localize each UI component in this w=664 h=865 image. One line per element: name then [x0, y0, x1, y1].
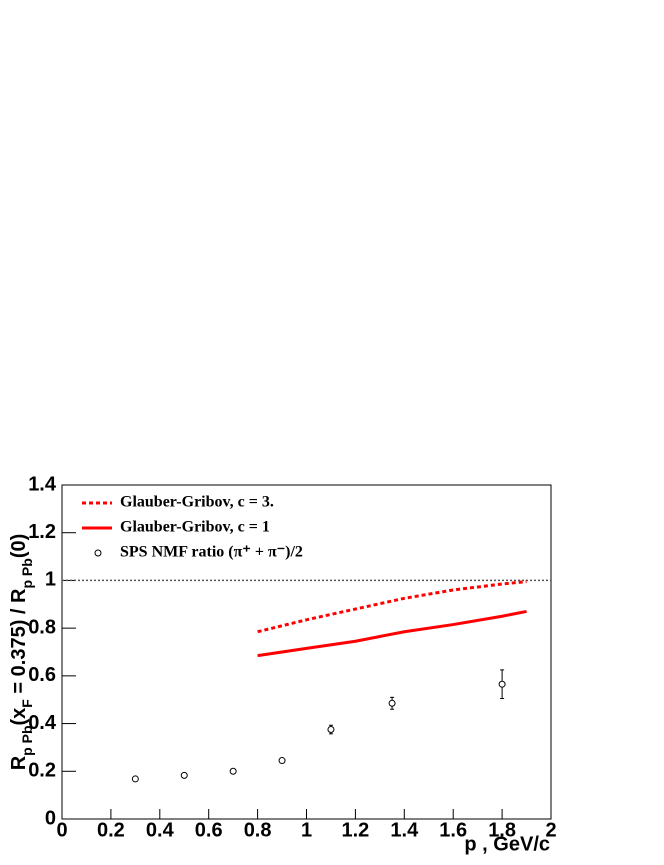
x-tick-label: 0 [56, 819, 67, 841]
x-tick-label: 1 [301, 819, 312, 841]
y-label-part: R [8, 755, 30, 770]
y-label-part: p Pb [19, 725, 35, 755]
y-label-part: (0) [8, 534, 30, 558]
y-axis-label: Rp Pb(xF = 0.375) / Rp Pb(0) [8, 534, 34, 771]
x-tick-label: 1.4 [390, 819, 419, 841]
y-tick-label: 0.4 [28, 712, 57, 734]
y-label-part: F [19, 699, 35, 708]
x-tick-label: 0.4 [146, 819, 175, 841]
x-tick-label: 0.6 [195, 819, 223, 841]
x-tick-label: 0.8 [244, 819, 272, 841]
legend-label: Glauber-Gribov, c = 3. [120, 494, 274, 511]
data-point [229, 767, 237, 775]
x-tick-label: 0.2 [97, 819, 125, 841]
curve [257, 609, 527, 658]
curve [257, 580, 527, 634]
y-tick-label: 1 [45, 569, 56, 591]
y-tick-label: 1.2 [28, 521, 56, 543]
y-label-part: = 0.375) / R [8, 588, 30, 699]
y-tick-label: 0.8 [28, 616, 56, 638]
x-tick-label: 2 [545, 819, 556, 841]
y-label-part: p Pb [19, 558, 35, 588]
y-tick-label: 0.2 [28, 760, 56, 782]
x-tick-label: 1.2 [341, 819, 369, 841]
data-point [278, 757, 286, 765]
x-axis-label: p , GeV/c [464, 833, 550, 855]
data-point [388, 699, 396, 707]
y-tick-label: 0.6 [28, 664, 56, 686]
data-point [131, 775, 139, 783]
x-tick-label: 1.8 [488, 819, 516, 841]
data-point [498, 680, 506, 688]
x-tick-label: 1.6 [439, 819, 467, 841]
y-tick-label: 0 [45, 807, 56, 829]
legend-marker [94, 549, 102, 557]
data-point [180, 771, 188, 779]
data-point [327, 726, 335, 734]
y-tick-label: 1.4 [28, 473, 57, 495]
legend-label: Glauber-Gribov, c = 1 [120, 519, 270, 536]
legend-label: SPS NMF ratio (π⁺ + π⁻)/2 [120, 544, 303, 561]
y-label-part: (x [8, 708, 30, 726]
